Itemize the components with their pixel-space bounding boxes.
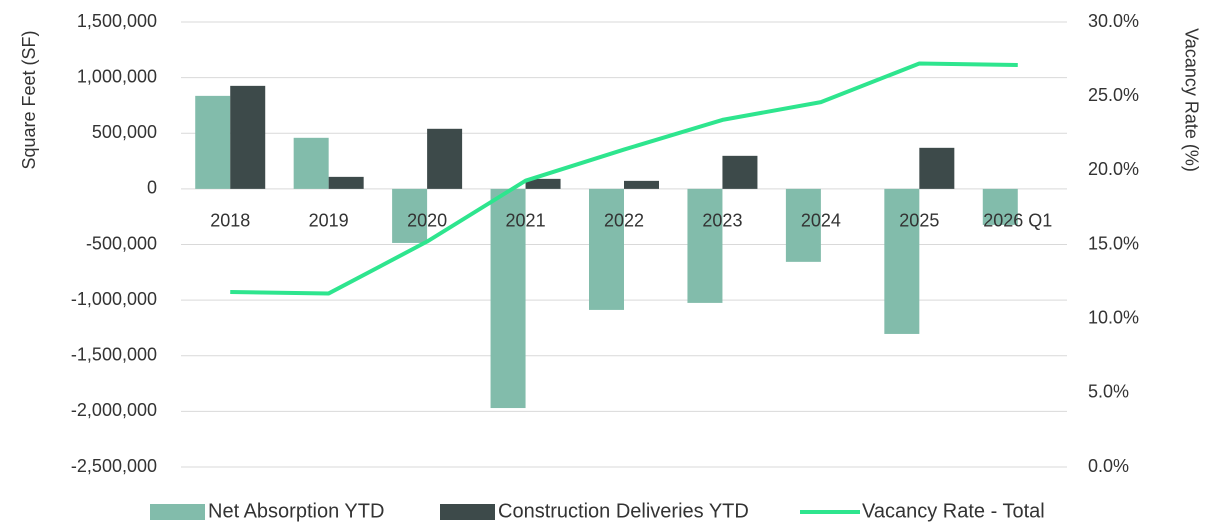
line	[230, 61, 1018, 296]
bar	[328, 176, 364, 189]
bar	[589, 188, 624, 310]
y-tick-label: -500,000	[86, 233, 157, 253]
y2-axis-title: Vacancy Rate (%)	[1181, 28, 1201, 172]
bar	[293, 137, 329, 189]
y2-tick-label: 10.0%	[1088, 307, 1139, 327]
bar	[982, 188, 1018, 225]
x-tick-label: 2022	[604, 211, 644, 231]
bar	[919, 147, 955, 189]
bar	[722, 155, 758, 189]
bar	[230, 85, 266, 189]
bar	[624, 180, 659, 189]
x-tick-label: 2021	[506, 211, 546, 231]
x-tick-label: 2023	[702, 211, 742, 231]
y2-tick-label: 30.0%	[1088, 11, 1139, 31]
y-axis-title: Square Feet (SF)	[19, 30, 39, 169]
y2-tick-label: 20.0%	[1088, 159, 1139, 179]
y-tick-label: -2,000,000	[71, 400, 157, 420]
legend-label: Net Absorption YTD	[208, 500, 384, 522]
y2-tick-label: 5.0%	[1088, 382, 1129, 402]
bar	[392, 188, 428, 243]
legend-swatch	[150, 504, 205, 520]
y-tick-label: 500,000	[92, 122, 157, 142]
bar	[490, 188, 526, 409]
y-tick-label: 0	[147, 178, 157, 198]
bar	[785, 188, 821, 262]
bar	[687, 188, 723, 303]
x-tick-label: 2019	[309, 211, 349, 231]
y-tick-label: -1,500,000	[71, 345, 157, 365]
y2-tick-label: 25.0%	[1088, 85, 1139, 105]
bar	[195, 95, 231, 189]
y-tick-label: -2,500,000	[71, 456, 157, 476]
bar	[884, 188, 920, 334]
x-tick-label: 2018	[210, 211, 250, 231]
x-tick-label: 2025	[899, 211, 939, 231]
bar	[427, 128, 463, 189]
legend-label: Vacancy Rate - Total	[862, 500, 1045, 522]
x-tick-label: 2026 Q1	[983, 211, 1052, 231]
legend-swatch	[440, 504, 495, 520]
y-tick-label: -1,000,000	[71, 289, 157, 309]
y-tick-label: 1,000,000	[77, 66, 157, 86]
legend-label: Construction Deliveries YTD	[498, 500, 749, 522]
y2-tick-label: 0.0%	[1088, 456, 1129, 476]
bar	[525, 178, 561, 189]
x-tick-label: 2020	[407, 211, 447, 231]
x-tick-label: 2024	[801, 211, 841, 231]
y-tick-label: 1,500,000	[77, 11, 157, 31]
y2-tick-label: 15.0%	[1088, 233, 1139, 253]
